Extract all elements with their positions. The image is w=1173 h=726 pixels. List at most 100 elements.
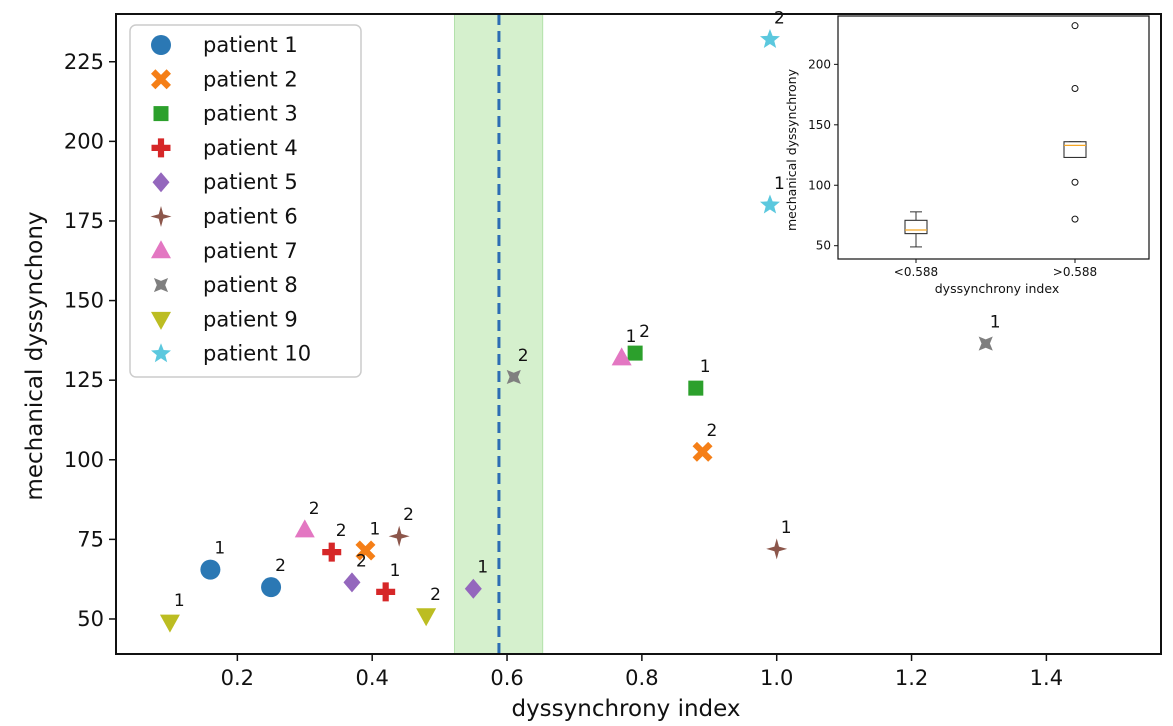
legend-label: patient 2 [203, 67, 298, 91]
x-axis-label: dyssynchrony index [511, 696, 740, 722]
data-point [376, 582, 396, 602]
legend-label: patient 5 [203, 170, 298, 194]
legend-label: patient 1 [203, 33, 298, 57]
point-label: 2 [639, 322, 650, 342]
data-point [322, 542, 342, 562]
x-tick-label: 1.2 [895, 666, 928, 690]
legend-items: patient 1 patient 2 patient 3 patient 4 pati… [150, 33, 311, 366]
point-label: 1 [390, 561, 401, 581]
legend-marker [151, 343, 171, 363]
data-point [611, 347, 632, 366]
x-tick-label: 0.8 [625, 666, 658, 690]
point-label: 1 [477, 558, 488, 578]
scatter-points [159, 28, 993, 633]
x-tick-label: 0.4 [355, 666, 388, 690]
data-point [978, 336, 993, 351]
inset-frame [837, 15, 1150, 260]
legend-label: patient 9 [203, 307, 298, 331]
y-tick-label: 200 [64, 129, 104, 153]
data-point [261, 577, 282, 598]
point-label: 2 [430, 585, 441, 605]
data-point [506, 369, 521, 385]
point-label: 2 [774, 8, 785, 28]
inset-y-tick-label: 200 [808, 57, 831, 71]
data-point [759, 194, 780, 214]
inset-boxes [904, 22, 1087, 248]
legend-marker [151, 69, 171, 90]
point-label: 2 [356, 551, 367, 571]
box-outlier [1071, 215, 1079, 223]
legend-marker [153, 278, 169, 293]
box-outlier [1071, 178, 1079, 186]
legend-marker [151, 138, 171, 158]
point-label: 1 [214, 539, 225, 559]
y-tick-label: 150 [64, 289, 104, 313]
data-point [464, 578, 482, 599]
x-tick-label: 1.0 [760, 666, 793, 690]
data-point [159, 614, 180, 633]
point-label: 2 [309, 499, 320, 519]
point-label: 2 [518, 346, 529, 366]
inset-background [838, 16, 1149, 259]
y-tick-label: 225 [64, 50, 104, 74]
box-outlier [1071, 22, 1079, 30]
data-point [388, 525, 410, 547]
data-point [416, 608, 437, 627]
inset-x-axis-ticks: <0.588 >0.588 [894, 259, 1097, 279]
point-label: 1 [700, 357, 711, 377]
y-tick-label: 125 [64, 368, 104, 392]
y-tick-label: 50 [77, 607, 104, 631]
data-point [200, 559, 221, 580]
box-body [1063, 141, 1087, 158]
legend-box [129, 24, 362, 378]
legend-marker [151, 240, 171, 259]
legend-marker [151, 311, 171, 330]
data-point [355, 540, 376, 561]
legend-label: patient 6 [203, 205, 298, 229]
legend-marker [152, 172, 170, 193]
point-label: 1 [626, 327, 637, 347]
inset-y-tick-label: 50 [816, 239, 831, 253]
legend-label: patient 4 [203, 136, 298, 160]
legend-label: patient 8 [203, 273, 298, 297]
inset-plot: 50 100 150 200 <0.588 >0.588 dyssynchrony in… [784, 15, 1150, 296]
data-point [627, 345, 643, 361]
legend-marker [153, 106, 169, 122]
y-tick-label: 100 [64, 448, 104, 472]
data-point [343, 572, 361, 593]
point-label: 2 [707, 421, 718, 441]
x-tick-label: 0.6 [490, 666, 523, 690]
legend-label: patient 3 [203, 102, 298, 126]
data-point [294, 519, 315, 538]
point-label: 1 [369, 520, 380, 540]
point-label: 1 [774, 174, 785, 194]
plot-frame [115, 13, 1162, 655]
inset-y-axis-ticks: 50 100 150 200 [808, 57, 838, 253]
y-tick-label: 75 [77, 527, 104, 551]
point-label: 1 [990, 313, 1001, 333]
x-tick-label: 0.2 [221, 666, 254, 690]
inset-y-axis-label: mechanical dyssynchrony [784, 68, 799, 231]
y-axis-ticks: 50 75 100 125 150 175 200 225 [64, 50, 116, 631]
main-plot: 0.2 0.4 0.6 0.8 1.0 1.2 1.4 507510012515017520… [22, 8, 1162, 722]
x-tick-label: 1.4 [1030, 666, 1063, 690]
data-point [692, 441, 713, 462]
legend-label: patient 7 [203, 239, 298, 263]
data-point [759, 28, 780, 48]
inset-x-axis-label: dyssynchrony index [935, 281, 1059, 296]
legend-marker [151, 35, 171, 55]
legend-label: patient 10 [203, 342, 311, 366]
legend: patient 1 patient 2 patient 3 patient 4 pati… [129, 24, 362, 378]
box-outlier [1071, 85, 1079, 93]
legend-marker [150, 206, 172, 227]
inset-y-tick-label: 100 [808, 178, 831, 192]
point-label: 2 [336, 521, 347, 541]
point-label: 2 [403, 505, 414, 525]
x-axis-ticks: 0.2 0.4 0.6 0.8 1.0 1.2 1.4 [221, 654, 1063, 690]
inset-x-tick-label: >0.588 [1053, 265, 1097, 279]
point-label: 1 [781, 518, 792, 538]
point-label: 1 [174, 591, 185, 611]
y-tick-label: 175 [64, 209, 104, 233]
